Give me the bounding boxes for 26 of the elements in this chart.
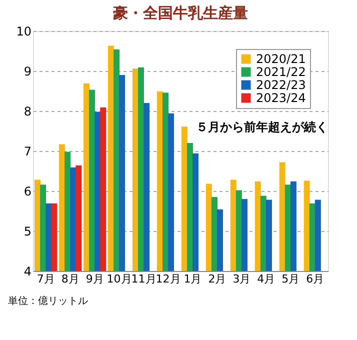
y-tick-label: 9: [24, 64, 32, 78]
x-tick-label: 1月: [184, 272, 202, 286]
x-tick-label: 7月: [36, 272, 55, 286]
y-tick-label: 6: [24, 184, 32, 198]
annotation: ５月から前年超えが続く: [196, 120, 328, 134]
x-tick-label: 6月: [306, 272, 324, 286]
x-tick-label: 5月: [282, 272, 300, 286]
y-tick-label: 8: [24, 104, 32, 118]
legend-label: 2023/24: [256, 91, 306, 105]
x-tick-label: 4月: [257, 272, 276, 286]
x-tick-label: 3月: [232, 272, 251, 286]
x-tick-label: 12月: [156, 272, 181, 286]
x-tick-label: 9月: [86, 272, 104, 286]
y-tick-label: 5: [24, 224, 32, 238]
legend-label: 2022/23: [256, 78, 306, 92]
y-tick-label: 4: [24, 264, 32, 278]
legend-label: 2021/22: [256, 65, 306, 79]
chart-title: 豪・全国牛乳生産量: [112, 4, 248, 22]
legend-label: 2020/21: [256, 52, 306, 66]
y-tick-label: 7: [24, 144, 32, 158]
x-tick-label: 8月: [61, 272, 80, 286]
x-tick-label: 10月: [106, 272, 132, 286]
text: 単位：億リットル: [8, 295, 88, 307]
y-tick-label: 10: [16, 24, 32, 38]
x-tick-label: 2月: [208, 272, 226, 286]
x-tick-label: 11月: [131, 272, 156, 286]
